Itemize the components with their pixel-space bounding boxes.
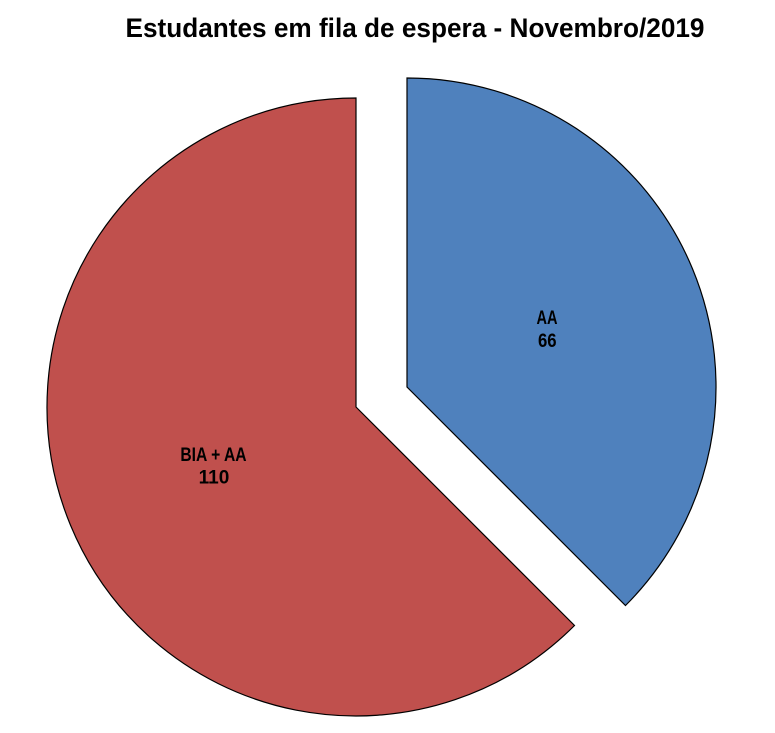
svg-text:BIA + AA: BIA + AA (180, 445, 246, 466)
svg-text:110: 110 (199, 468, 230, 489)
svg-text:AA: AA (537, 308, 558, 329)
svg-text:Estudantes em fila de espera -: Estudantes em fila de espera - Novembro/… (126, 13, 705, 43)
svg-text:66: 66 (538, 331, 557, 352)
